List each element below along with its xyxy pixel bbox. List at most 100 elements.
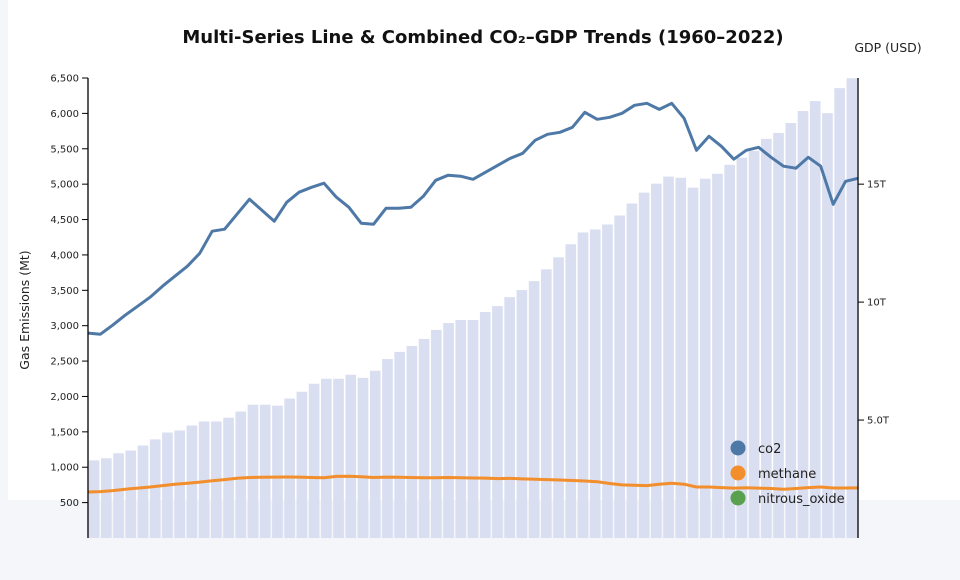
right-tick-label: 10T <box>867 298 887 309</box>
gdp-bar-1977 <box>296 391 308 538</box>
left-tick: 6,000 <box>50 109 88 120</box>
left-tick: 6,500 <box>50 74 88 85</box>
gdp-bar-1985 <box>394 351 405 538</box>
gdp-bar-2017 <box>785 123 797 539</box>
left-axis-label: Gas Emissions (Mt) <box>17 250 32 369</box>
series-line-co2 <box>87 101 859 336</box>
gdp-bar-2012 <box>724 164 735 539</box>
gdp-bar-1964 <box>137 445 149 538</box>
gdp-bar-2020 <box>822 113 833 539</box>
gdp-bar-1961 <box>101 458 112 538</box>
gdp-bar-1981 <box>345 374 357 538</box>
left-tick-label: 5,000 <box>50 180 79 191</box>
gdp-bar-1993 <box>492 306 503 538</box>
gdp-bar-2021 <box>834 88 845 539</box>
right-tick: 5.0T <box>858 416 890 427</box>
legend-label: methane <box>758 467 816 482</box>
left-tick-label: 3,000 <box>50 321 79 332</box>
right-tick-label: 5.0T <box>867 416 890 427</box>
gdp-bar-1978 <box>308 383 320 538</box>
right-tick: 15T <box>858 180 887 191</box>
gdp-bar-2005 <box>638 192 650 538</box>
gdp-bar-1995 <box>516 290 528 538</box>
gdp-bar-2009 <box>687 187 699 538</box>
left-tick: 5,000 <box>50 180 88 191</box>
gdp-bar-2007 <box>663 176 674 538</box>
gdp-bar-1973 <box>247 404 259 538</box>
gdp-bar-2018 <box>797 111 809 539</box>
gdp-bar-2008 <box>675 177 687 539</box>
gdp-bar-1998 <box>553 257 564 538</box>
gdp-bar-1992 <box>479 312 491 538</box>
gdp-bar-2006 <box>651 183 662 538</box>
gdp-bar-1987 <box>418 338 430 538</box>
gdp-bar-1999 <box>565 244 577 539</box>
gdp-bar-1991 <box>467 320 479 538</box>
legend-swatch-icon <box>730 465 746 481</box>
gdp-bar-2016 <box>773 132 784 538</box>
gdp-bar-2013 <box>736 157 748 538</box>
right-tick-label: 15T <box>867 180 887 191</box>
left-tick-label: 1,500 <box>50 427 79 438</box>
legend-item-methane[interactable]: methane <box>730 465 817 483</box>
gdp-bar-1969 <box>198 421 210 538</box>
left-tick-label: 6,500 <box>50 74 79 85</box>
gdp-bar-1965 <box>149 439 161 538</box>
gdp-bar-1984 <box>382 358 393 538</box>
left-tick: 5,500 <box>50 144 88 155</box>
gdp-bar-1980 <box>333 378 344 538</box>
gdp-bar-1996 <box>528 281 540 538</box>
gdp-bar-1974 <box>259 404 271 538</box>
gdp-bar-1979 <box>321 378 332 538</box>
left-tick-label: 5,500 <box>50 144 79 155</box>
series-line-methane <box>87 474 859 494</box>
left-tick: 3,500 <box>50 286 88 297</box>
gdp-bar-1972 <box>235 411 247 538</box>
gdp-bar-1988 <box>431 329 442 538</box>
emission-lines <box>87 101 859 494</box>
gdp-bar-2004 <box>626 203 638 538</box>
gdp-bar-2022 <box>846 78 858 538</box>
gdp-bar-1997 <box>541 269 552 538</box>
left-tick: 4,000 <box>50 250 88 261</box>
left-tick-label: 3,500 <box>50 286 79 297</box>
legend-item-nitrous_oxide[interactable]: nitrous_oxide <box>730 490 845 508</box>
gdp-bar-2010 <box>699 178 711 538</box>
gdp-bar-2019 <box>809 101 821 538</box>
gdp-bar-1976 <box>284 398 295 538</box>
gdp-bar-1975 <box>272 405 283 538</box>
legend-swatch-icon <box>730 490 746 506</box>
left-tick: 4,500 <box>50 215 88 226</box>
gdp-bar-2011 <box>712 173 723 538</box>
left-tick: 2,500 <box>50 357 88 368</box>
left-tick-label: 2,000 <box>50 392 79 403</box>
legend-label: co2 <box>758 442 781 457</box>
gdp-bar-1962 <box>113 453 124 538</box>
gdp-bar-2002 <box>602 224 613 538</box>
right-tick: 10T <box>858 298 887 309</box>
right-axis: 5.0T 10T 15T <box>857 78 890 538</box>
gdp-bar-2003 <box>614 215 625 538</box>
gdp-bar-2014 <box>748 150 760 538</box>
left-tick: 2,000 <box>50 392 88 403</box>
left-tick: 1,500 <box>50 427 88 438</box>
left-tick: 1,000 <box>50 463 88 474</box>
gdp-bar-1990 <box>455 320 467 538</box>
gdp-bar-1994 <box>504 297 515 538</box>
gdp-bar-1986 <box>406 345 418 538</box>
left-tick: 3,000 <box>50 321 88 332</box>
left-tick-label: 4,500 <box>50 215 79 226</box>
chart-title: Multi-Series Line & Combined CO₂–GDP Tre… <box>182 27 783 48</box>
gdp-bar-2015 <box>761 138 772 538</box>
gdp-bar-1960 <box>88 460 100 538</box>
right-axis-label: GDP (USD) <box>854 40 921 55</box>
legend-item-co2[interactable]: co2 <box>730 440 782 458</box>
gdp-bar-1989 <box>443 323 454 538</box>
gdp-bar-1963 <box>125 450 137 538</box>
gdp-bar-2001 <box>589 229 601 538</box>
gdp-bar-1983 <box>369 370 381 538</box>
gdp-bar-2000 <box>577 232 589 538</box>
left-tick-label: 4,000 <box>50 250 79 261</box>
gdp-bar-1982 <box>357 377 369 538</box>
